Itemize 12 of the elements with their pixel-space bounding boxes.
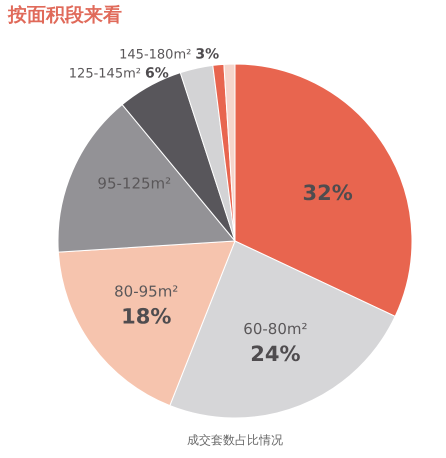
slice-label: 145-180m²: [119, 48, 192, 63]
data-label: 3%: [195, 46, 220, 63]
slice-label: 80-95m²: [114, 282, 178, 301]
data-label: 18%: [121, 304, 172, 329]
text: 成交套数占比情况: [187, 433, 283, 447]
slice-label: 95-125m²: [97, 174, 172, 192]
chart-title: 按面积段来看: [7, 4, 122, 26]
data-label: 24%: [250, 342, 301, 366]
data-label: 32%: [302, 181, 353, 206]
slice-label: 125-145m²: [68, 66, 141, 82]
data-label: 6%: [144, 66, 169, 82]
slice-label: 60-80m²: [243, 320, 308, 338]
